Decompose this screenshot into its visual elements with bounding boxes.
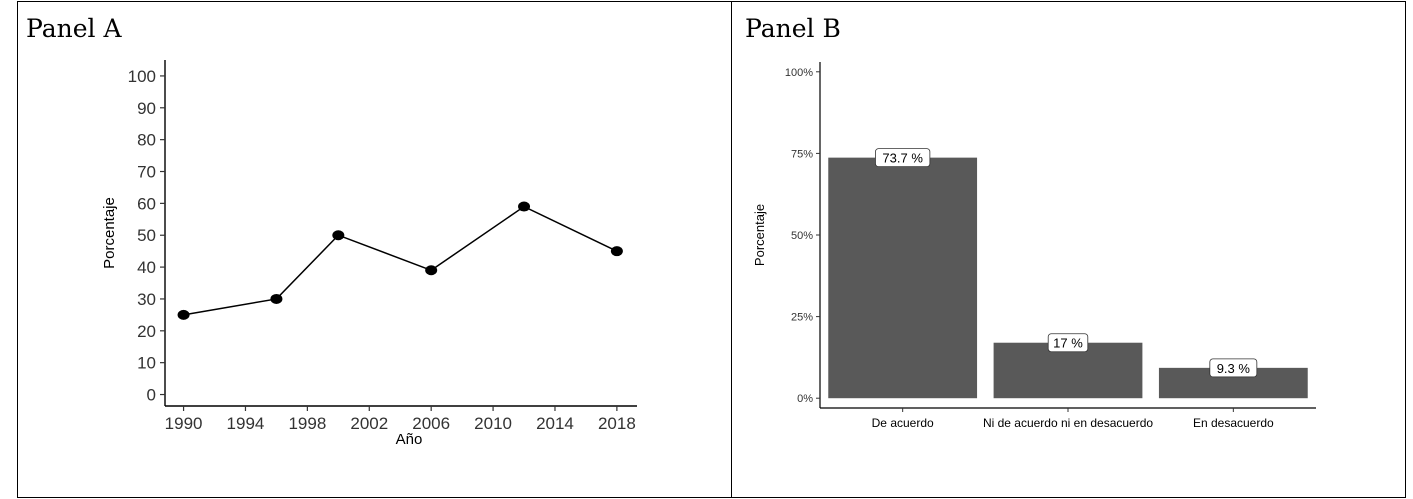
y-tick-label: 0 [147, 386, 156, 405]
series-line [183, 205, 618, 316]
data-label-box [875, 148, 931, 168]
y-tick-label: 80 [137, 131, 156, 150]
y-tick-label: 100% [785, 67, 813, 79]
y-tick-label: 50% [791, 230, 813, 242]
data-label-text: 9.3 % [1217, 361, 1251, 376]
x-tick-label: 1998 [288, 414, 326, 433]
panel-a-title: Panel A [26, 14, 122, 43]
y-tick-label: 0% [797, 393, 813, 405]
y-tick-label: 60 [137, 194, 156, 213]
data-point [177, 309, 190, 320]
panel-b-title: Panel B [745, 14, 841, 43]
panel-divider [731, 1, 732, 498]
data-point [332, 230, 345, 241]
y-axis-title: Porcentaje [752, 204, 767, 266]
data-point [270, 293, 283, 304]
bar-chart-panel-b: 0% 25% 50% 75% 100% De acuerdo 73.7 % Ni de acu… [752, 62, 1316, 430]
data-label-box [1209, 358, 1258, 378]
x-tick-label: 2018 [598, 414, 636, 433]
data-point [425, 265, 438, 276]
y-tick-label: 10 [137, 354, 156, 373]
x-tick-label: De acuerdo [872, 416, 934, 430]
x-tick-label: 1990 [165, 414, 203, 433]
data-label-text: 73.7 % [882, 151, 923, 166]
x-axis-title: Año [396, 431, 423, 448]
x-tick-label: Ni de acuerdo ni en desacuerdo [983, 416, 1153, 430]
data-label-box [1047, 333, 1089, 353]
data-point [610, 246, 623, 257]
data-label: 17 % [1047, 333, 1089, 353]
y-axis-title: Porcentaje [101, 197, 118, 269]
y-tick-label: 25% [791, 312, 813, 324]
y-tick-label: 70 [137, 163, 156, 182]
y-tick-label: 90 [137, 99, 156, 118]
y-tick-label: 30 [137, 290, 156, 309]
data-label: 73.7 % [875, 148, 931, 168]
x-tick-label: 1994 [227, 414, 265, 433]
bar [828, 157, 978, 399]
x-tick-label: 2014 [536, 414, 574, 433]
line-chart-panel-a: 0 10 20 30 40 50 60 70 80 90 100 1990 1994 1998 2002 20… [101, 60, 637, 448]
y-tick-label: 40 [137, 258, 156, 277]
data-point [518, 201, 531, 212]
x-tick-label: En desacuerdo [1193, 416, 1274, 430]
data-label-text: 17 % [1053, 336, 1083, 351]
figure-frame [17, 1, 1406, 498]
y-tick-label: 100 [128, 67, 156, 86]
y-tick-label: 20 [137, 322, 156, 341]
x-tick-label: 2002 [350, 414, 388, 433]
y-tick-label: 50 [137, 226, 156, 245]
x-tick-label: 2006 [412, 414, 450, 433]
y-tick-label: 75% [791, 148, 813, 160]
data-label: 9.3 % [1209, 358, 1258, 378]
x-tick-label: 2010 [474, 414, 512, 433]
